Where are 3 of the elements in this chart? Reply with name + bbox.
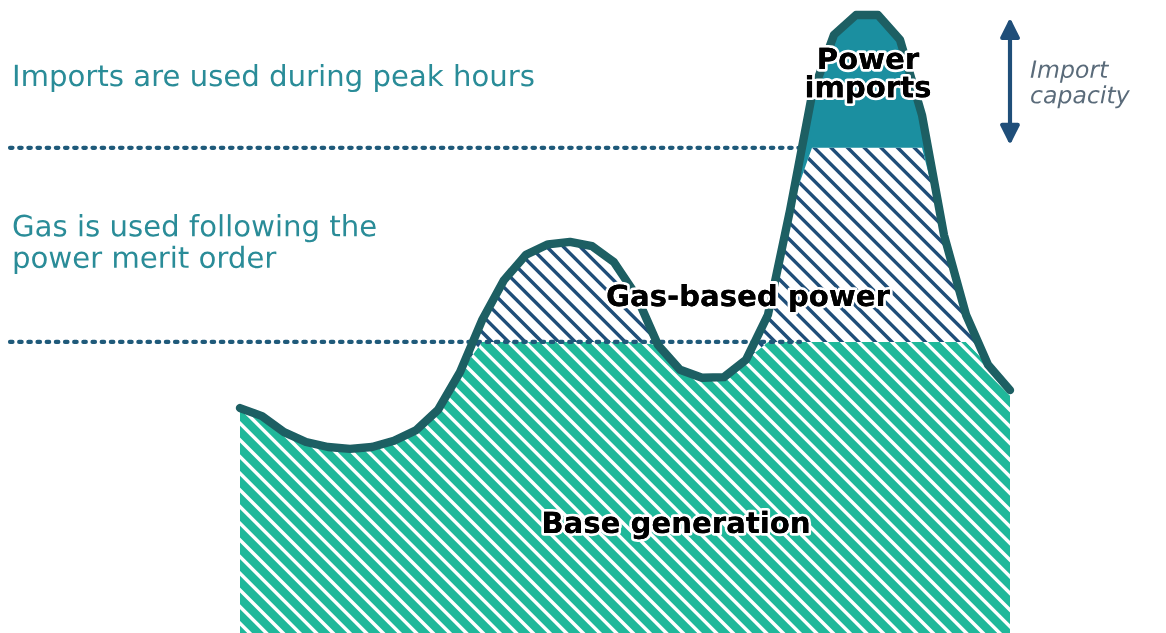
text: Import capacity (1030, 60, 1130, 109)
annotation: Gas is used following the power merit order (13, 214, 376, 274)
annotation: Imports are used during peak hours (14, 63, 534, 93)
